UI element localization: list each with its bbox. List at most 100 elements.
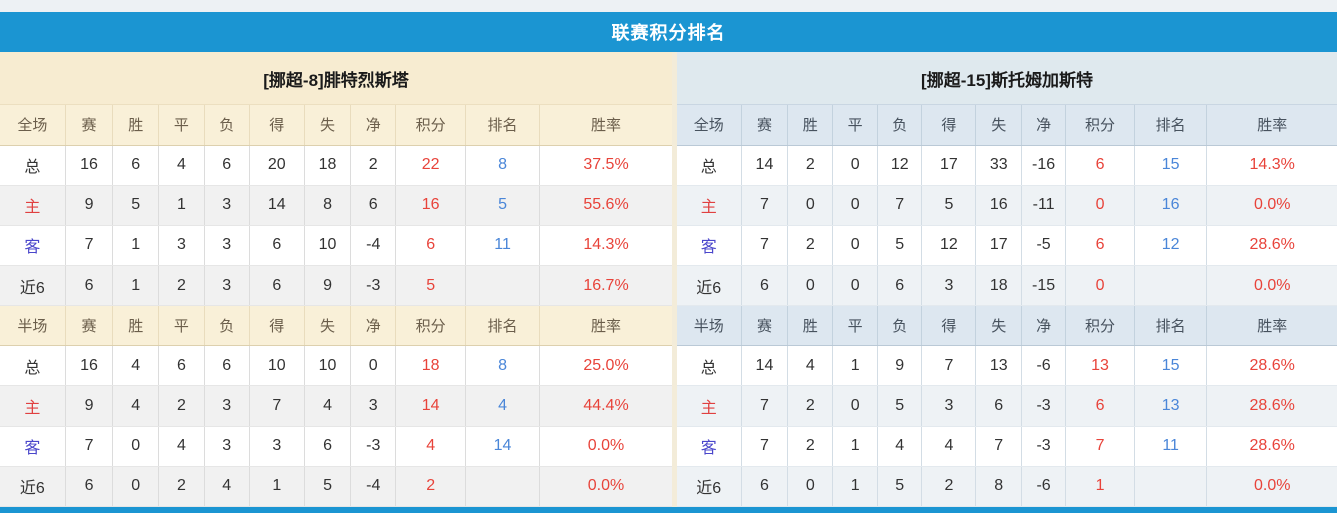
column-header: 负 (877, 105, 923, 146)
points-cell: 6 (1065, 145, 1135, 186)
column-header: 净 (350, 305, 397, 347)
table-row: 主 7 2 0 5 3 6 -3 6 13 28.6% (677, 385, 1337, 427)
stat-cell: 12 (921, 225, 977, 267)
rank-cell: 15 (1134, 145, 1208, 186)
stat-cell: 17 (975, 225, 1022, 267)
stat-cell: 3 (204, 426, 250, 467)
stat-cell: 7 (741, 426, 789, 467)
stat-cell: 16 (65, 345, 114, 387)
stat-cell: 14 (741, 145, 789, 186)
stat-cell: 6 (741, 466, 789, 508)
stat-cell: 6 (304, 426, 352, 467)
stat-cell: 1 (249, 466, 305, 508)
table-row: 近6 6 0 0 6 3 18 -15 0 0.0% (677, 265, 1337, 307)
stat-cell: 7 (65, 225, 114, 267)
stat-cell: 1 (112, 265, 160, 307)
stat-cell: 0 (112, 426, 160, 467)
stat-cell: 33 (975, 145, 1022, 186)
stat-cell: 2 (787, 426, 834, 467)
stat-cell: 7 (249, 385, 305, 427)
stat-cell: 6 (158, 345, 205, 387)
stat-cell: 7 (921, 345, 977, 387)
stat-cell: 3 (921, 385, 977, 427)
stat-cell: -6 (1021, 345, 1067, 387)
win-rate-cell: 14.3% (1206, 145, 1337, 186)
stat-cell: 7 (975, 426, 1022, 467)
column-header: 排名 (1134, 105, 1208, 146)
stat-cell: -3 (1021, 385, 1067, 427)
row-label: 总 (677, 145, 742, 186)
win-rate-cell: 0.0% (1206, 265, 1337, 307)
points-cell: 2 (395, 466, 467, 508)
row-label: 总 (677, 345, 742, 387)
win-rate-cell: 28.6% (1206, 426, 1337, 467)
stat-cell: 5 (877, 466, 923, 508)
column-header: 负 (877, 305, 923, 347)
stat-cell: 10 (304, 345, 352, 387)
table-row: 主 7 0 0 7 5 16 -11 0 16 0.0% (677, 185, 1337, 226)
stat-cell: 3 (158, 225, 205, 267)
stat-cell: 18 (304, 145, 352, 186)
column-header: 排名 (1134, 305, 1208, 347)
stat-cell: -4 (350, 466, 397, 508)
stat-cell: 7 (877, 185, 923, 226)
standings-table: 全场赛胜平负得失净积分 排名 胜率总 14 2 0 12 17 33 -16 6 15 14.3% 主 7 0… (677, 105, 1337, 508)
stat-cell: 6 (204, 145, 250, 186)
row-label: 客 (0, 426, 66, 467)
stat-cell: 6 (112, 145, 160, 186)
column-header: 赛 (741, 105, 789, 146)
stat-cell: 2 (787, 385, 834, 427)
stat-cell: 6 (877, 265, 923, 307)
column-header: 得 (921, 105, 977, 146)
stat-cell: 14 (741, 345, 789, 387)
row-label: 近6 (0, 265, 66, 307)
rank-cell: 4 (465, 385, 541, 427)
column-header: 失 (304, 105, 352, 146)
team-header: [挪超-8]腓特烈斯塔 (0, 52, 672, 105)
column-header: 平 (158, 105, 205, 146)
column-header: 积分 (1065, 305, 1135, 347)
row-label: 客 (677, 225, 742, 267)
stat-cell: 1 (832, 426, 879, 467)
rank-cell: 11 (465, 225, 541, 267)
stat-cell: 6 (350, 185, 397, 226)
stat-cell: 4 (158, 145, 205, 186)
row-label: 近6 (677, 265, 742, 307)
stat-cell: 2 (787, 225, 834, 267)
stat-cell: 4 (877, 426, 923, 467)
column-header: 赛 (741, 305, 789, 347)
table-row: 总 14 2 0 12 17 33 -16 6 15 14.3% (677, 145, 1337, 186)
rank-cell: 16 (1134, 185, 1208, 226)
column-header: 负 (204, 105, 250, 146)
row-label: 主 (677, 385, 742, 427)
points-cell: 16 (395, 185, 467, 226)
stat-cell: 6 (65, 265, 114, 307)
win-rate-cell: 14.3% (539, 225, 672, 267)
standings-table: 全场赛胜平负得失净积分 排名 胜率总 16 6 4 6 20 18 2 22 8 37.5% 主 9 5 1 3 1… (0, 105, 672, 508)
stat-cell: 6 (65, 466, 114, 508)
stat-cell: 4 (204, 466, 250, 508)
rank-cell: 14 (465, 426, 541, 467)
column-header: 失 (304, 305, 352, 347)
stat-cell: 10 (249, 345, 305, 387)
column-header: 胜 (787, 305, 834, 347)
column-header: 得 (249, 305, 305, 347)
points-cell: 14 (395, 385, 467, 427)
rank-cell: 11 (1134, 426, 1208, 467)
column-header: 排名 (465, 105, 541, 146)
stat-cell: 4 (787, 345, 834, 387)
stat-cell: 0 (832, 145, 879, 186)
stat-cell: 0 (832, 185, 879, 226)
stat-cell: 6 (249, 265, 305, 307)
row-label: 主 (0, 385, 66, 427)
points-cell: 6 (1065, 385, 1135, 427)
team-panel: [挪超-8]腓特烈斯塔 全场赛胜平负得失净积分 排名 胜率总 16 6 4 6 20 18 2 22… (0, 52, 672, 508)
table-row: 客 7 1 3 3 6 10 -4 6 11 14.3% (0, 225, 672, 267)
table-row: 主 9 5 1 3 14 8 6 16 5 55.6% (0, 185, 672, 226)
section-label-header: 半场 (0, 305, 66, 347)
rank-cell: 5 (465, 185, 541, 226)
stat-cell: 18 (975, 265, 1022, 307)
rank-cell: 13 (1134, 385, 1208, 427)
points-cell: 0 (1065, 265, 1135, 307)
stat-cell: 4 (112, 385, 160, 427)
